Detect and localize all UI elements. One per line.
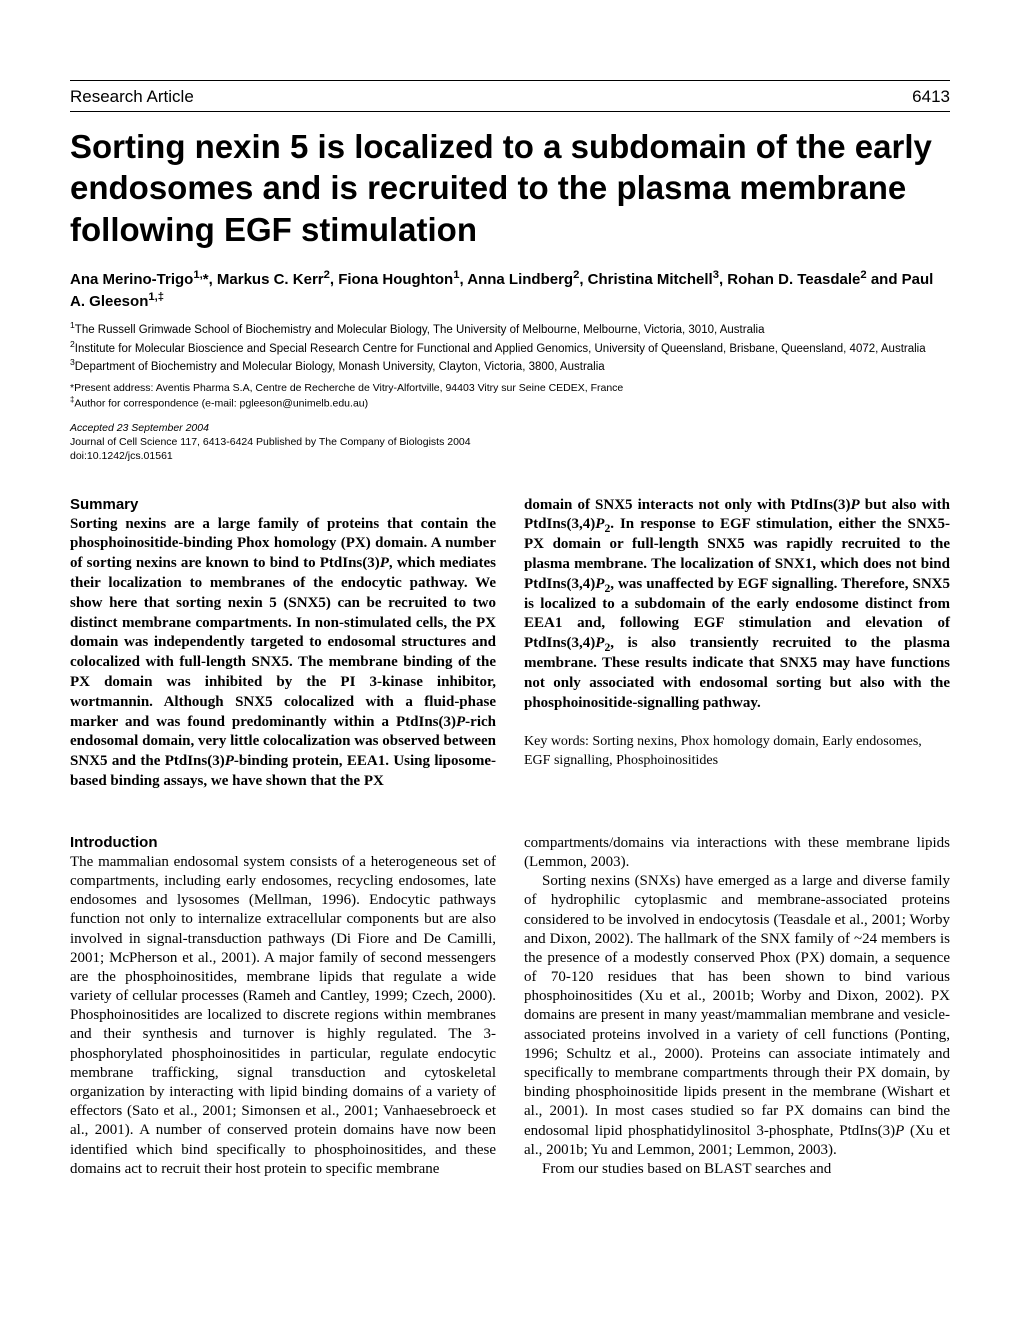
accepted-date: Accepted 23 September 2004 [70,421,950,435]
page-container: Research Article 6413 Sorting nexin 5 is… [0,0,1020,1219]
header-rule [70,111,950,112]
running-header: Research Article 6413 [70,81,950,111]
intro-left-para: The mammalian endosomal system consists … [70,853,496,1179]
journal-citation: Journal of Cell Science 117, 6413-6424 P… [70,435,950,449]
intro-right-p1: compartments/domains via interactions wi… [524,834,950,872]
summary-block: Summary Sorting nexins are a large famil… [70,496,950,792]
author-notes: *Present address: Aventis Pharma S.A, Ce… [70,381,950,411]
page-number: 6413 [912,87,950,107]
article-title: Sorting nexin 5 is localized to a subdom… [70,126,950,250]
intro-right-col: compartments/domains via interactions wi… [524,834,950,1179]
affiliations: 1The Russell Grimwade School of Biochemi… [70,320,950,375]
section-label: Research Article [70,87,194,107]
summary-right-col: domain of SNX5 interacts not only with P… [524,496,950,792]
summary-left-col: Summary Sorting nexins are a large famil… [70,496,496,792]
keywords: Key words: Sorting nexins, Phox homology… [524,733,950,770]
intro-heading: Introduction [70,834,496,851]
author-list: Ana Merino-Trigo1,*, Markus C. Kerr2, Fi… [70,268,950,313]
intro-left-col: Introduction The mammalian endosomal sys… [70,834,496,1179]
intro-left-text: The mammalian endosomal system consists … [70,853,496,1179]
abstract-left: Sorting nexins are a large family of pro… [70,515,496,792]
doi: doi:10.1242/jcs.01561 [70,449,950,463]
summary-heading: Summary [70,496,496,513]
intro-right-p3: From our studies based on BLAST searches… [524,1160,950,1179]
intro-right-text: compartments/domains via interactions wi… [524,834,950,1179]
introduction-block: Introduction The mammalian endosomal sys… [70,834,950,1179]
abstract-right: domain of SNX5 interacts not only with P… [524,496,950,714]
intro-right-p2: Sorting nexins (SNXs) have emerged as a … [524,872,950,1160]
